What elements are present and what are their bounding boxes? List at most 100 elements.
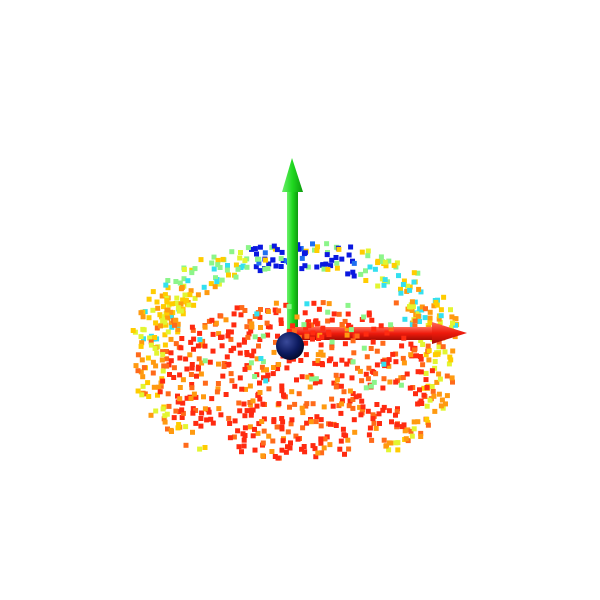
point	[243, 386, 248, 392]
point	[423, 352, 429, 358]
point	[204, 417, 210, 423]
point	[311, 300, 317, 306]
point	[412, 347, 418, 353]
point	[275, 366, 281, 372]
point	[135, 352, 141, 358]
point	[229, 378, 235, 384]
point	[431, 303, 437, 309]
point	[350, 397, 356, 402]
point	[384, 360, 390, 366]
point	[380, 407, 386, 413]
point	[333, 361, 338, 367]
point	[265, 372, 271, 378]
point	[184, 366, 190, 372]
point	[246, 365, 252, 371]
point	[375, 283, 381, 289]
point	[140, 326, 146, 332]
point	[154, 350, 160, 356]
point	[411, 426, 417, 432]
point	[315, 358, 321, 364]
point	[394, 409, 400, 415]
point	[349, 375, 355, 381]
point	[339, 373, 345, 379]
point	[151, 384, 157, 390]
point	[327, 442, 333, 448]
point	[251, 348, 257, 354]
point	[355, 365, 360, 371]
point	[372, 266, 378, 272]
point	[363, 331, 369, 337]
point	[415, 401, 421, 407]
point	[313, 376, 319, 382]
point	[411, 279, 417, 285]
point	[250, 433, 256, 439]
point	[191, 391, 197, 397]
point	[393, 300, 399, 306]
point	[398, 286, 403, 292]
point	[423, 306, 428, 312]
point	[313, 419, 319, 425]
point	[318, 436, 324, 442]
point	[407, 284, 413, 290]
point	[404, 371, 410, 377]
point	[448, 307, 453, 313]
point	[237, 375, 243, 381]
point	[363, 268, 368, 274]
point	[278, 317, 284, 323]
point	[347, 398, 353, 404]
point	[345, 302, 351, 308]
point	[172, 317, 178, 323]
point	[317, 379, 323, 385]
point	[197, 330, 203, 336]
point	[201, 394, 206, 400]
point	[394, 422, 400, 428]
point	[334, 377, 340, 382]
point	[301, 444, 307, 449]
point	[342, 341, 348, 347]
point	[303, 340, 309, 346]
point	[370, 416, 376, 422]
point	[192, 295, 198, 301]
point	[353, 394, 359, 400]
point	[417, 306, 423, 312]
point	[140, 383, 146, 389]
point	[315, 450, 321, 456]
point	[191, 302, 197, 308]
point	[254, 403, 260, 409]
point	[374, 402, 380, 407]
point	[422, 315, 428, 321]
point	[314, 264, 320, 270]
point	[214, 279, 220, 285]
point	[436, 339, 442, 345]
point	[226, 361, 232, 367]
point	[165, 391, 171, 397]
point	[394, 260, 400, 266]
point	[216, 361, 221, 367]
point	[414, 353, 419, 359]
point	[139, 392, 145, 398]
point	[312, 319, 318, 325]
point	[168, 313, 174, 319]
point	[310, 330, 316, 336]
point	[398, 290, 404, 296]
point	[164, 356, 170, 362]
point	[318, 423, 324, 429]
point	[280, 438, 286, 444]
point	[290, 323, 296, 329]
point	[233, 274, 239, 280]
point	[401, 360, 407, 366]
point	[270, 438, 276, 444]
point	[371, 420, 377, 426]
point	[138, 343, 144, 349]
point	[350, 391, 356, 397]
point	[284, 258, 290, 264]
point	[260, 401, 266, 407]
point	[425, 420, 431, 425]
point	[411, 270, 417, 276]
point	[415, 313, 421, 319]
point	[346, 446, 352, 452]
point	[271, 419, 277, 425]
point	[302, 449, 308, 455]
